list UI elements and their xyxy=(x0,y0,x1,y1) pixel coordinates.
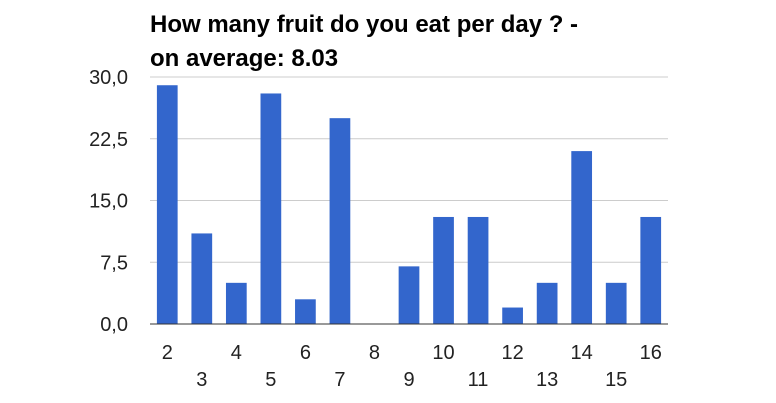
x-tick-label: 4 xyxy=(231,342,242,364)
x-tick-label: 2 xyxy=(162,342,173,364)
bar-15 xyxy=(605,282,627,324)
x-tick-label: 14 xyxy=(571,342,593,364)
bar-3 xyxy=(191,233,213,324)
bar-16 xyxy=(640,216,662,324)
bar-11 xyxy=(467,216,489,324)
bar-9 xyxy=(398,266,420,324)
y-tick-label: 0,0 xyxy=(100,314,128,336)
x-tick-label: 12 xyxy=(501,342,523,364)
y-tick-label: 30,0 xyxy=(89,67,128,89)
y-tick-label: 22,5 xyxy=(89,129,128,151)
chart-title-line-2: on average: 8.03 xyxy=(150,45,338,72)
x-tick-label: 3 xyxy=(196,369,207,391)
x-tick-label: 9 xyxy=(403,369,414,391)
x-tick-label: 11 xyxy=(468,369,489,391)
bars xyxy=(156,85,662,325)
y-tick-label: 7,5 xyxy=(100,252,128,274)
x-tick-label: 5 xyxy=(265,369,276,391)
y-tick-label: 15,0 xyxy=(89,191,128,213)
bar-13 xyxy=(536,282,558,324)
bar-5 xyxy=(260,93,282,324)
bar-10 xyxy=(433,216,454,324)
x-tick-label: 13 xyxy=(536,369,558,391)
x-tick-label: 7 xyxy=(334,369,345,391)
chart-title-line-1: How many fruit do you eat per day ? - xyxy=(150,11,578,38)
x-axis-ticks: 2 3 4 5 6 7 8 9 10 11 12 13 14 15 16 xyxy=(162,342,662,391)
y-axis-ticks: 0,0 7,5 15,0 22,5 30,0 xyxy=(89,67,128,336)
bar-4 xyxy=(225,282,247,324)
x-tick-label: 10 xyxy=(432,342,454,364)
x-tick-label: 8 xyxy=(369,342,380,364)
x-tick-label: 15 xyxy=(605,369,627,391)
bar-12 xyxy=(502,307,523,324)
bar-2 xyxy=(156,85,178,324)
bar-7 xyxy=(329,118,351,325)
bar-6 xyxy=(295,299,316,324)
x-tick-label: 6 xyxy=(300,342,311,364)
x-tick-label: 16 xyxy=(640,342,662,364)
bar-14 xyxy=(571,151,593,324)
